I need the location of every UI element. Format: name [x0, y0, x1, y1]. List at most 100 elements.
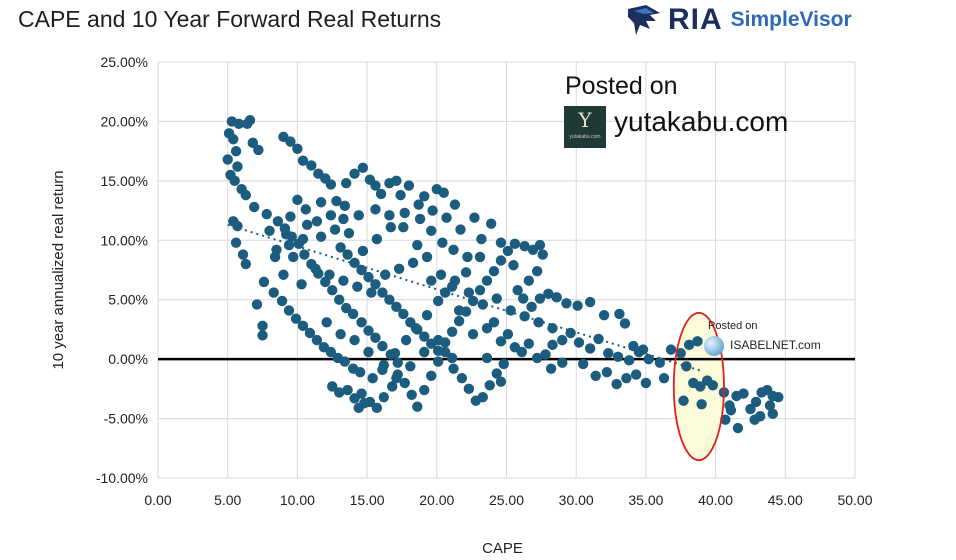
data-point	[732, 422, 744, 434]
data-point	[339, 356, 350, 367]
data-point	[398, 308, 409, 320]
data-point	[230, 145, 242, 157]
data-point	[745, 403, 756, 415]
data-point	[310, 263, 321, 275]
data-point	[412, 239, 423, 251]
data-point	[288, 251, 299, 263]
data-point	[720, 414, 731, 425]
data-point	[311, 216, 323, 227]
data-point	[584, 343, 596, 354]
data-point	[692, 336, 703, 347]
data-point	[484, 380, 495, 391]
isabelnet-globe-icon	[704, 336, 724, 356]
data-point	[488, 317, 500, 328]
x-tick-label: 30.00	[559, 492, 594, 508]
data-point	[543, 288, 554, 299]
data-point	[675, 348, 686, 359]
data-point	[342, 384, 353, 396]
data-point	[264, 225, 275, 236]
data-point	[338, 275, 349, 286]
data-point	[371, 402, 383, 414]
data-point	[612, 351, 624, 362]
data-point	[623, 355, 635, 366]
data-point	[240, 189, 252, 201]
data-point	[412, 401, 423, 412]
x-tick-label: 15.00	[350, 492, 385, 508]
data-point	[393, 263, 405, 275]
data-point	[339, 200, 350, 212]
data-point	[384, 294, 395, 305]
data-point	[389, 348, 401, 359]
data-point	[435, 269, 447, 280]
data-point	[446, 352, 458, 364]
data-point	[354, 367, 366, 378]
data-point	[286, 231, 298, 242]
data-point	[285, 136, 296, 147]
data-point	[268, 287, 279, 298]
data-point	[593, 333, 604, 345]
data-point	[334, 387, 345, 398]
ria-logo: RIA SimpleVisor	[626, 2, 852, 38]
data-point	[598, 309, 610, 321]
x-axis-label: CAPE	[482, 540, 523, 557]
data-point	[253, 144, 264, 156]
data-point	[367, 372, 378, 384]
data-point	[230, 237, 242, 248]
data-point	[377, 287, 388, 298]
data-point	[630, 369, 642, 380]
posted-on-label: Posted on	[565, 72, 678, 100]
data-point	[481, 323, 493, 334]
data-point	[749, 414, 760, 425]
data-point	[474, 285, 486, 296]
data-point	[453, 305, 465, 316]
data-point	[467, 328, 479, 340]
data-point	[584, 296, 596, 308]
data-point	[750, 396, 762, 408]
data-point	[340, 302, 352, 314]
data-point	[403, 180, 415, 191]
data-point	[456, 372, 468, 384]
x-tick-label: 10.00	[280, 492, 315, 508]
data-point	[306, 160, 317, 171]
data-point	[359, 397, 370, 409]
data-point	[371, 233, 383, 245]
data-point	[296, 279, 307, 290]
x-tick-label: 40.00	[698, 492, 733, 508]
data-point	[315, 197, 327, 208]
data-point	[537, 249, 548, 260]
data-point	[495, 237, 507, 248]
data-point	[707, 380, 719, 391]
data-point	[438, 187, 449, 198]
data-point	[378, 391, 390, 403]
data-point	[237, 249, 249, 260]
data-point	[419, 191, 430, 202]
data-point	[695, 381, 706, 392]
data-point	[229, 175, 240, 187]
y-axis-label: 10 year annualized real return	[50, 170, 67, 369]
data-point	[257, 330, 268, 341]
data-point	[437, 237, 448, 248]
data-point	[767, 408, 778, 420]
data-point	[247, 137, 258, 149]
data-point	[427, 205, 438, 216]
data-point	[311, 334, 323, 346]
data-point	[460, 267, 472, 278]
data-point	[463, 287, 475, 298]
data-point	[512, 285, 523, 296]
data-point	[349, 257, 360, 269]
data-point	[324, 269, 335, 280]
data-point	[577, 358, 589, 370]
data-point	[297, 155, 309, 166]
y-tick-label: 15.00%	[101, 173, 148, 189]
data-point	[419, 384, 430, 396]
data-point	[545, 363, 557, 374]
data-point	[502, 245, 514, 257]
data-point	[455, 224, 466, 235]
data-point	[421, 251, 433, 263]
data-point	[432, 295, 444, 307]
data-point	[449, 199, 461, 210]
data-point	[276, 295, 288, 307]
data-point	[477, 391, 489, 403]
y-tick-label: 25.00%	[101, 54, 148, 70]
data-point	[523, 275, 535, 286]
